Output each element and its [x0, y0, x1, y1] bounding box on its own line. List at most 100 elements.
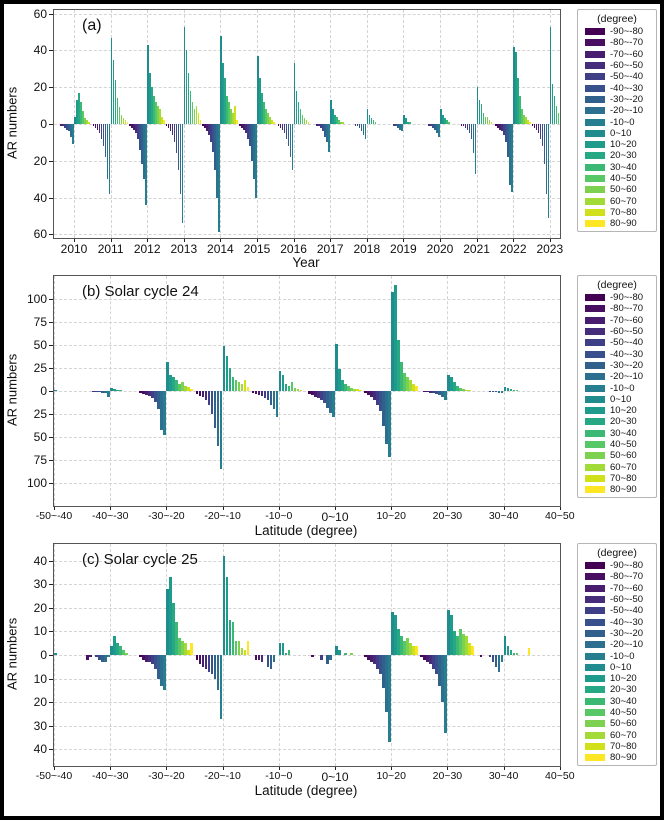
legend-item: 60~70: [578, 195, 656, 207]
bar-2022-70~80: [527, 120, 529, 124]
bar-2013-30~40: [189, 90, 192, 124]
bar--10~0--20~-10: [272, 655, 276, 663]
bar--30~-20-80~90: [190, 643, 193, 655]
bar-10~20-40~50: [403, 372, 406, 391]
panel-a: AR numbers 60 40 20 0 20 40 60 (a) 2010 2011 201…: [4, 7, 660, 270]
bar-2023--70~-60: [535, 124, 538, 130]
bar-30~40--40~-30: [491, 655, 495, 663]
bar--20~-10--40~-30: [210, 655, 214, 674]
x-tick-labels: -50~-40 -40~-30 -30~-20 -20~-10 -10~0 0~10 10~…: [36, 767, 575, 784]
legend-label: 40~50: [610, 707, 637, 718]
bar-2023-10~20: [551, 83, 554, 124]
legend-label: -80~-70: [610, 303, 644, 315]
legend-item: -20~-10: [578, 639, 656, 650]
bar-2013--20~-10: [179, 124, 182, 194]
bar-2014-40~50: [228, 101, 230, 124]
legend-label: -60~-50: [610, 326, 644, 338]
bar-2023--30~-20: [543, 124, 546, 165]
legend-item: 10~20: [578, 405, 656, 416]
y-tick-label: 75: [33, 315, 47, 329]
legend-label: -90~-80: [610, 292, 644, 304]
bar-30~40-10~20: [506, 645, 510, 655]
bar--30~-20-50~60: [181, 381, 184, 391]
bar-2018-30~40: [372, 120, 375, 124]
x-tick-mark: [147, 239, 149, 242]
y-tick-label: 40: [33, 742, 47, 757]
v-gridline: [147, 10, 149, 238]
bar--30~-20-30~40: [175, 621, 178, 655]
bar-2014--90~-80: [202, 124, 204, 126]
x-tick-mark: [335, 767, 336, 770]
bar-30~40-20~30: [509, 650, 513, 655]
legend-item: -20~-10: [578, 105, 656, 116]
legend-swatch: [585, 62, 605, 70]
y-tick-label: 10: [33, 671, 47, 686]
x-tick-mark: [257, 239, 258, 242]
legend-swatch: [585, 697, 605, 705]
y-tick-label: 0: [40, 384, 47, 398]
bar-10~20-60~70: [409, 379, 412, 391]
panel-title: (a): [82, 17, 102, 34]
bar-2021-70~80: [490, 122, 493, 124]
v-gridline: [54, 544, 55, 766]
bar-20~30--50~-40: [432, 655, 435, 670]
legend-swatch: [585, 50, 605, 58]
bar-0~10--10~0: [332, 391, 335, 417]
bar-2018--30~-20: [360, 124, 363, 132]
legend-label: 10~20: [610, 673, 637, 685]
x-tick-mark: [391, 767, 393, 770]
bar-0~10--90~-80: [308, 391, 311, 394]
v-gridline: [559, 544, 560, 766]
legend-swatch: [585, 742, 605, 750]
x-tick-mark: [503, 507, 505, 510]
bar-10~20--20~-10: [385, 391, 388, 445]
bar-0~10-50~60: [350, 388, 353, 391]
bar-2012--10~0: [145, 124, 147, 205]
bar-2015-30~40: [263, 101, 265, 124]
legend-swatch: [585, 607, 605, 615]
x-tick-label: -20~-10: [204, 770, 241, 782]
bar-2015--90~-80: [239, 124, 241, 126]
v-gridline: [110, 544, 112, 766]
v-gridline: [222, 544, 224, 766]
bar--10~0-50~60: [293, 388, 297, 391]
legend-label: -20~-10: [610, 639, 644, 651]
bar--10~0--50~-40: [263, 391, 267, 399]
bar--30~-20-70~80: [187, 387, 190, 391]
legend-swatch: [585, 141, 605, 149]
x-tick-mark: [54, 767, 55, 770]
bar--20~-10--40~-30: [210, 391, 214, 414]
bar-2010--60~-50: [62, 124, 64, 126]
bar--20~-10-50~60: [237, 640, 241, 655]
bar--20~-10--90~-80: [195, 655, 199, 660]
bar-2021--80~-70: [460, 124, 463, 126]
bar-2023--60~-50: [537, 124, 540, 134]
legend-swatch: [585, 220, 605, 228]
bar-2013-80~90: [199, 120, 202, 124]
h-gridline: [54, 560, 560, 562]
x-tick-label: 2023: [536, 242, 564, 256]
legend-label: 50~60: [610, 450, 637, 462]
legend-label: 40~50: [610, 173, 637, 184]
bar-2016-30~40: [299, 109, 302, 124]
legend-item: -60~-50: [578, 326, 656, 337]
y-tick-label: 50: [33, 430, 47, 444]
legend-label: 50~60: [610, 184, 637, 196]
bar-2010-60~70: [86, 120, 88, 124]
bar--10~0-40~50: [290, 381, 294, 391]
legend-label: -10~0: [610, 382, 635, 394]
h-gridline: [54, 368, 560, 369]
v-gridline: [447, 544, 449, 766]
bar-2013--30~-20: [177, 124, 180, 170]
bar--10~0-10~20: [281, 643, 285, 655]
bar-2012--70~-60: [133, 124, 135, 130]
bar-2022--30~-20: [507, 124, 509, 158]
legend-swatch: [585, 294, 605, 302]
bar-10~20-30~40: [400, 361, 403, 391]
y-tick-labels: 100 75 50 25 0 25 50 75 100: [20, 275, 53, 505]
bar-10~20-50~60: [406, 377, 409, 391]
v-gridline: [220, 10, 222, 238]
bar-0~10-0~10: [335, 344, 338, 391]
bar-2013-70~80: [197, 112, 200, 124]
y-tick-label: 10: [33, 624, 47, 639]
